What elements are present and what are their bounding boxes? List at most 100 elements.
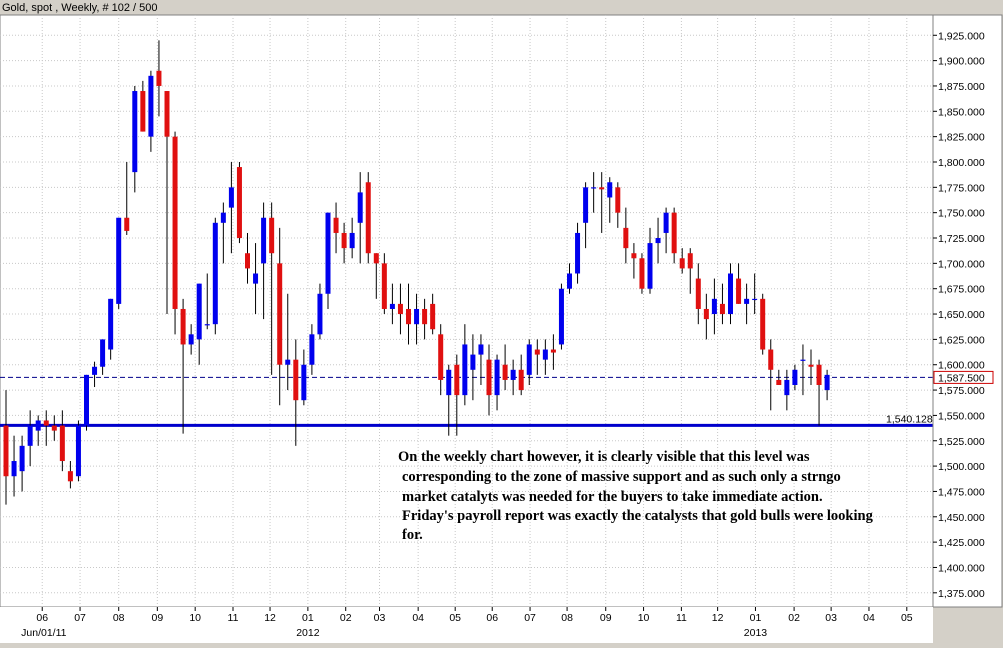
candle-body-down <box>43 420 49 426</box>
candle-body-up <box>301 364 307 401</box>
support-line-label: 1,540.128 <box>886 413 933 425</box>
y-tick-label: 1,450.000 <box>938 512 985 524</box>
candle-body-down <box>695 278 701 309</box>
x-tick-label: 08 <box>561 612 573 624</box>
candle-body-up <box>317 293 323 335</box>
y-tick-label: 1,675.000 <box>938 284 985 296</box>
candle-body-down <box>341 232 347 249</box>
y-tick-label: 1,400.000 <box>938 562 985 574</box>
y-tick-label: 1,575.000 <box>938 385 985 397</box>
x-tick-label: 11 <box>676 612 687 624</box>
candle-body-down <box>236 167 242 239</box>
candle-body-down <box>687 253 693 269</box>
x-period-label: 2012 <box>296 627 320 639</box>
x-tick-label: 01 <box>302 612 314 624</box>
candle-body-down <box>277 263 283 365</box>
x-tick-label: 03 <box>825 612 837 624</box>
candle-body-up <box>558 288 564 345</box>
candle-body-up <box>357 192 363 223</box>
candle-body-down <box>3 425 9 477</box>
x-tick-label: 09 <box>600 612 612 624</box>
chart-title: Gold, spot , Weekly, # 102 / 500 <box>2 2 158 14</box>
y-tick-label: 1,900.000 <box>938 56 985 68</box>
candle-body-up <box>35 420 41 431</box>
x-tick-label: 09 <box>151 612 163 624</box>
candle-body-down <box>245 253 250 269</box>
x-tick-label: 11 <box>228 612 239 624</box>
x-period-label: Jun/01/11 <box>21 627 67 639</box>
candle-body-down <box>373 253 379 264</box>
candle-body-up <box>583 187 589 223</box>
x-tick-label: 01 <box>750 612 762 624</box>
y-tick-label: 1,750.000 <box>938 208 985 220</box>
candle-body-up <box>792 369 798 385</box>
annotation-text: On the weekly chart however, it is clear… <box>398 449 874 543</box>
candle-body-up <box>728 273 733 315</box>
candle-body-up <box>261 217 267 264</box>
candle-body-up <box>132 91 138 173</box>
y-tick-label: 1,375.000 <box>938 588 985 600</box>
y-tick-label: 1,550.000 <box>938 410 985 422</box>
candle-body-up <box>92 366 98 375</box>
candle-body-up <box>575 232 581 274</box>
candle-body-up <box>100 339 106 367</box>
candle-body-down <box>156 70 162 86</box>
candle-body-up <box>446 369 452 396</box>
x-axis-panel <box>0 607 933 643</box>
candle-body-down <box>51 425 57 431</box>
candle-body-down <box>599 187 605 190</box>
candle-body-up <box>389 303 395 309</box>
candle-body-up <box>108 298 114 350</box>
candle-body-up <box>542 349 548 360</box>
y-axis: 1,375.000 1,400.000 1,425.000 1,450.000 1,47… <box>932 14 1003 608</box>
price-labels: 1,587.500 1,540.128 <box>886 370 994 425</box>
candle-body-up <box>647 243 653 289</box>
candle-body-down <box>397 303 403 315</box>
current-price-label: 1,587.500 <box>938 372 985 384</box>
y-tick-label: 1,625.000 <box>938 334 985 346</box>
candle-body-down <box>430 303 436 330</box>
candle-body-up <box>148 75 154 137</box>
candle-body-up <box>470 354 476 370</box>
candle-body-up <box>784 379 790 396</box>
candle-body-down <box>639 258 645 289</box>
candle-body-up <box>567 273 572 289</box>
x-period-label: 2013 <box>744 627 768 639</box>
x-tick-label: 04 <box>412 612 424 624</box>
annotation-line-2: corresponding to the zone of massive sup… <box>402 469 841 485</box>
candle-body-up <box>655 238 661 244</box>
annotation-line-3: market catalyts was needed for the buyer… <box>402 489 823 505</box>
candle-body-down <box>172 136 178 309</box>
candle-body-up <box>462 344 468 396</box>
candle-body-up <box>414 308 420 325</box>
candle-body-up <box>349 232 355 249</box>
candle-body-up <box>204 324 210 326</box>
x-tick-label: 06 <box>36 612 48 624</box>
y-tick-label: 1,875.000 <box>938 81 985 93</box>
x-tick-label: 10 <box>638 612 650 624</box>
candle-body-up <box>591 187 597 189</box>
candle-body-up <box>526 344 532 375</box>
candle-layer <box>3 40 830 505</box>
candle-body-down <box>406 308 411 325</box>
y-tick-label: 1,825.000 <box>938 132 985 144</box>
candle-body-up <box>607 182 613 198</box>
candle-body-down <box>293 359 299 401</box>
x-tick-label: 02 <box>788 612 800 624</box>
candle-body-up <box>752 298 758 301</box>
annotation-line-5: for. <box>402 527 423 543</box>
x-tick-label: 10 <box>189 612 201 624</box>
y-tick-label: 1,775.000 <box>938 182 985 194</box>
candle-body-down <box>615 187 621 213</box>
y-axis-panel <box>932 14 1003 608</box>
candle-body-up <box>309 334 315 365</box>
candle-body-up <box>11 461 17 477</box>
y-tick-label: 1,600.000 <box>938 360 985 372</box>
candle-body-down <box>631 253 637 259</box>
candle-body-down <box>180 308 186 345</box>
candle-body-down <box>269 217 275 254</box>
candle-body-up <box>27 425 33 446</box>
candle-body-down <box>502 364 508 380</box>
candle-body-down <box>381 263 387 309</box>
candle-body-down <box>623 227 629 249</box>
